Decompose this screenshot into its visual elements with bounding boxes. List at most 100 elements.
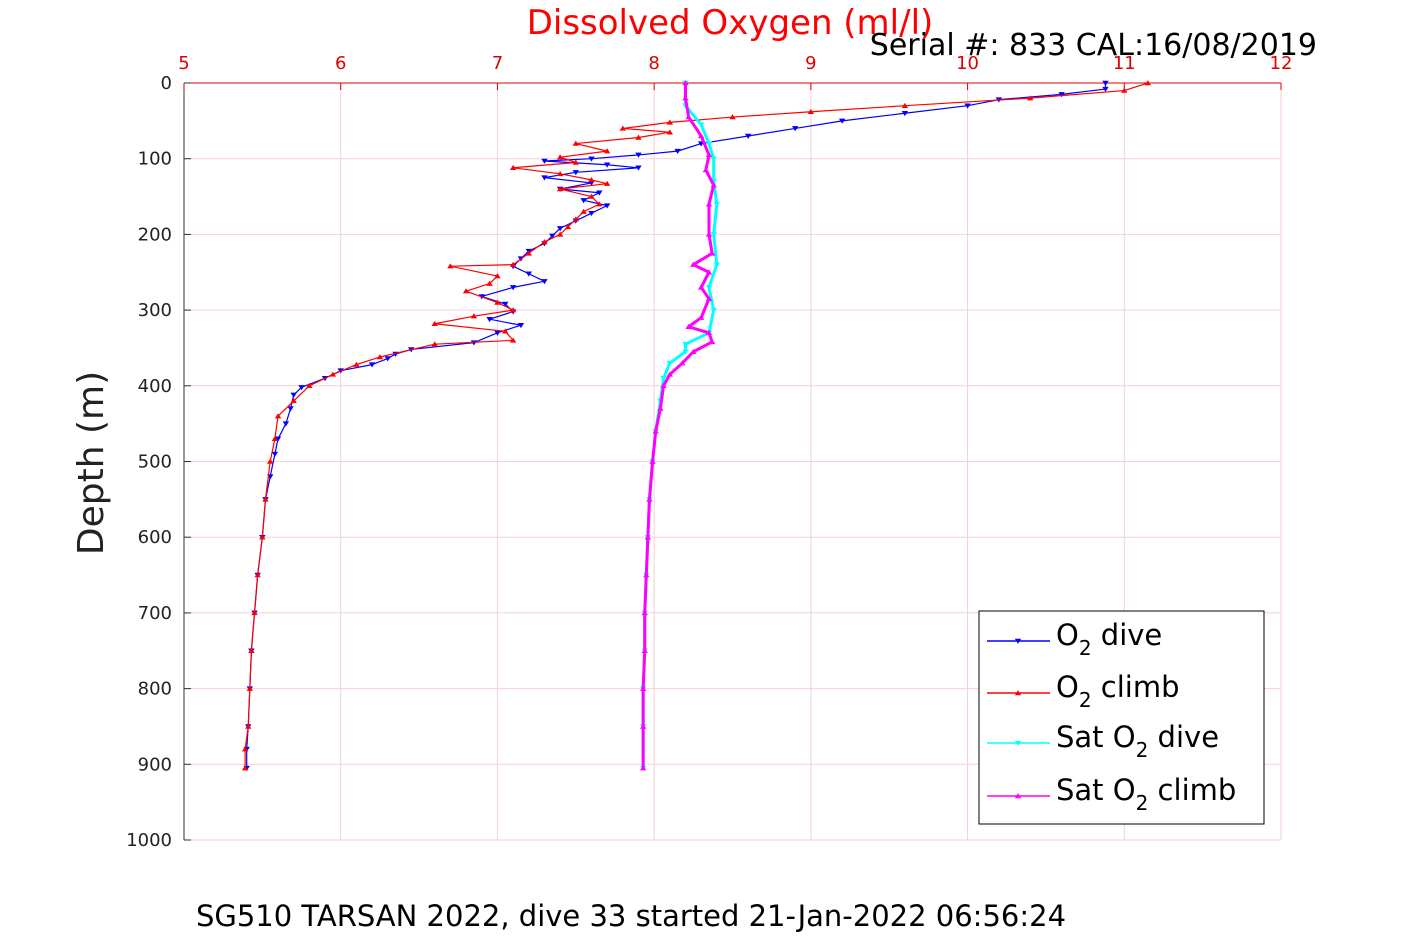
data-point [502,328,509,334]
data-point [639,685,647,691]
data-point [901,102,909,108]
data-point [541,158,548,164]
y-tick-label: 600 [138,527,172,548]
data-point [635,152,642,158]
data-point [462,288,470,294]
data-point [710,182,717,188]
data-point [266,458,274,464]
x-ticks: 5 6 7 8 9 10 11 12 [178,53,1292,90]
data-point [541,239,548,245]
data-point [509,337,517,343]
data-point [525,250,532,256]
data-point [556,231,564,237]
data-point [641,610,648,616]
legend-label: Sat O2 climb [1056,773,1236,815]
data-point [791,126,799,132]
data-point [697,284,705,290]
data-point [572,216,579,222]
y-tick-label: 900 [138,754,172,775]
data-point [682,341,689,348]
data-point [241,746,249,752]
data-point [246,685,254,691]
data-point [644,534,652,540]
x-tick-label: 12 [1270,53,1293,74]
data-point [298,385,305,391]
data-point [259,534,266,540]
data-point [486,316,493,323]
data-point [502,301,509,307]
data-point [254,572,261,578]
data-point [685,323,692,329]
data-point [1102,86,1109,92]
data-point [705,231,713,237]
footer-caption: SG510 TARSAN 2022, dive 33 started 21-Ja… [196,899,1066,933]
data-point [274,413,282,419]
data-point [262,496,269,502]
chart-title: Dissolved Oxygen (ml/l) [527,3,934,43]
data-point [839,118,846,124]
data-point [682,80,689,86]
data-point [494,273,501,279]
series-line [244,82,1148,769]
data-point [271,435,279,442]
series-o2-climb [241,80,1151,771]
data-point [588,210,595,217]
data-point [666,360,674,366]
y-ticks: 0 100 200 300 400 500 600 700 800 900 1000 [126,73,191,851]
data-point [660,375,667,382]
series-sat-o2-dive [639,80,721,771]
data-point [729,114,736,120]
y-tick-label: 0 [161,73,172,94]
data-point [705,152,713,158]
data-point [509,285,517,291]
data-point [708,339,716,345]
data-point [660,382,667,389]
data-point [447,263,454,269]
data-point [431,341,438,347]
data-point [697,122,705,128]
data-point [245,723,252,729]
data-point [572,140,579,146]
y-tick-label: 100 [138,149,172,170]
data-point [708,250,716,256]
data-point [603,148,611,154]
data-point [705,201,713,207]
data-point [635,134,642,140]
data-point [376,354,384,360]
data-point [713,262,721,268]
data-point [290,392,297,398]
data-point [603,203,611,209]
legend-box [978,610,1265,825]
data-point [368,362,376,368]
data-point [556,154,564,160]
data-point [509,164,517,171]
legend-label: O2 dive [1056,618,1162,660]
data-point [603,180,611,186]
data-point [470,313,478,319]
legend: O2 dive O2 climb Sat O2 dive Sat O2 climb [978,610,1265,825]
grid [183,82,1282,841]
data-point [646,496,653,502]
data-point [572,159,579,165]
x-tick-label: 6 [335,53,346,74]
data-point [241,765,249,771]
data-point [486,280,493,286]
data-point [702,167,710,173]
data-point [596,190,603,196]
data-point [666,129,674,135]
data-point [556,226,564,232]
data-point [431,320,438,326]
series-sat-o2-climb [639,80,717,771]
data-point [679,360,686,366]
data-point [682,95,689,101]
x-tick-label: 9 [805,53,816,74]
data-point [807,108,815,115]
data-point [556,186,564,192]
legend-swatch-marker [1014,690,1022,696]
data-point [674,148,681,155]
data-point [649,458,656,464]
legend-entry: Sat O2 dive [987,720,1219,762]
legend-entry: O2 climb [987,670,1180,712]
y-tick-label: 200 [138,224,172,245]
legend-swatch-marker [1014,638,1022,644]
